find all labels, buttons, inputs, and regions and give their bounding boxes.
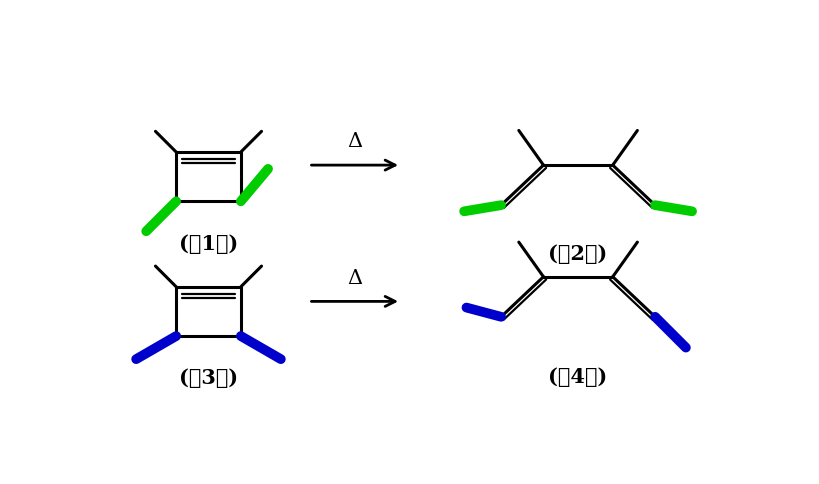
Text: (4): (4) bbox=[548, 367, 607, 387]
Text: Δ: Δ bbox=[346, 132, 362, 151]
Text: (1): (1) bbox=[179, 234, 238, 254]
Text: Δ: Δ bbox=[346, 269, 362, 287]
Text: (2): (2) bbox=[548, 243, 607, 264]
Text: (3): (3) bbox=[179, 368, 238, 388]
